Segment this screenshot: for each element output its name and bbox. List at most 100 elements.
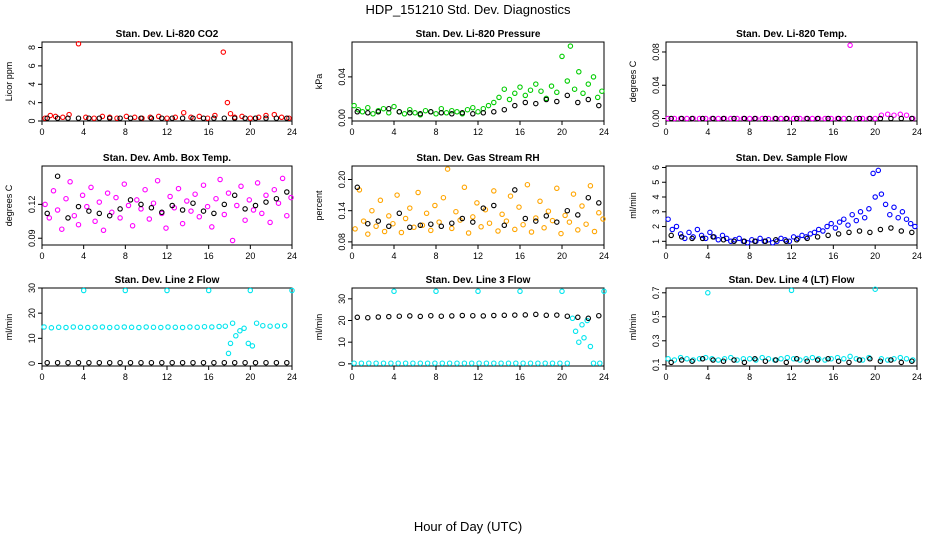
data-point bbox=[825, 115, 831, 122]
data-point bbox=[179, 207, 186, 213]
data-point bbox=[503, 218, 510, 224]
data-point bbox=[200, 208, 207, 214]
data-point bbox=[669, 226, 676, 233]
data-point bbox=[106, 359, 113, 366]
data-point bbox=[358, 360, 365, 366]
x-tick-label: 8 bbox=[747, 127, 752, 137]
data-point bbox=[665, 115, 671, 122]
data-point bbox=[866, 206, 872, 212]
data-point bbox=[142, 186, 148, 193]
data-point bbox=[528, 229, 535, 235]
panel-title: Stan. Dev. Li-820 CO2 bbox=[116, 29, 219, 40]
data-point bbox=[366, 360, 372, 366]
data-point bbox=[558, 230, 564, 237]
data-point bbox=[856, 357, 863, 363]
data-point bbox=[365, 314, 371, 321]
data-point bbox=[596, 200, 602, 206]
data-point bbox=[596, 102, 602, 109]
x-tick-label: 4 bbox=[705, 127, 710, 137]
data-point bbox=[44, 210, 50, 217]
data-point bbox=[596, 210, 602, 216]
data-point bbox=[533, 100, 539, 107]
data-point bbox=[903, 356, 910, 362]
data-point bbox=[554, 185, 560, 192]
y-tick-label: 0.7 bbox=[651, 287, 661, 300]
data-point bbox=[148, 115, 155, 121]
data-point bbox=[694, 226, 701, 233]
panel-title: Stan. Dev. Line 4 (LT) Flow bbox=[729, 275, 855, 286]
data-point bbox=[234, 202, 240, 209]
data-point bbox=[179, 359, 186, 366]
data-point bbox=[878, 191, 885, 197]
x-tick-label: 12 bbox=[162, 251, 172, 261]
data-point bbox=[485, 102, 492, 109]
data-point bbox=[365, 104, 371, 111]
data-point bbox=[246, 197, 253, 203]
data-point bbox=[96, 210, 103, 217]
data-point bbox=[891, 112, 897, 118]
data-point bbox=[212, 112, 218, 119]
y-tick-label: 0.09 bbox=[27, 229, 37, 247]
data-point bbox=[422, 107, 429, 114]
data-point bbox=[229, 320, 236, 326]
series-primary bbox=[42, 41, 292, 121]
x-tick-label: 0 bbox=[663, 251, 668, 261]
data-point bbox=[590, 360, 597, 366]
panel-temp: Stan. Dev. Li-820 Temp. 0 4 8 12 16 20 24 0.00 0.… bbox=[628, 29, 922, 137]
data-point bbox=[85, 324, 91, 331]
data-point bbox=[825, 356, 831, 362]
data-point bbox=[188, 208, 194, 214]
data-point bbox=[773, 357, 779, 363]
data-point bbox=[689, 115, 695, 122]
data-point bbox=[728, 115, 734, 122]
data-point bbox=[822, 357, 828, 363]
x-tick-label: 4 bbox=[391, 372, 396, 382]
data-point bbox=[263, 115, 269, 121]
x-tick-label: 16 bbox=[204, 127, 214, 137]
data-point bbox=[564, 313, 571, 319]
data-point bbox=[365, 231, 371, 237]
y-tick-label: 2 bbox=[27, 100, 37, 105]
data-point bbox=[238, 183, 244, 190]
data-point bbox=[846, 229, 852, 236]
data-point bbox=[804, 235, 810, 242]
data-point bbox=[175, 185, 182, 192]
data-point bbox=[237, 328, 243, 334]
data-point bbox=[417, 111, 424, 117]
y-tick-label: 0.00 bbox=[337, 109, 347, 127]
data-point bbox=[428, 312, 434, 319]
data-point bbox=[533, 311, 539, 318]
data-point bbox=[835, 231, 842, 237]
y-tick-label: 0.5 bbox=[651, 311, 661, 324]
data-point bbox=[549, 360, 556, 366]
plot-frame bbox=[351, 165, 605, 246]
data-point bbox=[501, 106, 508, 113]
data-point bbox=[401, 111, 408, 117]
data-point bbox=[231, 115, 238, 121]
data-point bbox=[543, 96, 550, 103]
data-point bbox=[96, 115, 103, 121]
data-point bbox=[220, 49, 227, 55]
data-point bbox=[678, 234, 685, 240]
data-point bbox=[715, 115, 722, 122]
data-point bbox=[395, 360, 401, 366]
data-point bbox=[117, 215, 123, 221]
x-tick-label: 24 bbox=[287, 127, 297, 137]
data-point bbox=[163, 225, 169, 231]
data-point bbox=[468, 360, 475, 366]
data-point bbox=[870, 170, 876, 177]
data-point bbox=[549, 217, 556, 224]
data-point bbox=[597, 360, 603, 366]
data-point bbox=[255, 114, 262, 121]
data-point bbox=[857, 209, 864, 215]
data-point bbox=[846, 115, 852, 122]
data-point bbox=[853, 217, 860, 224]
data-point bbox=[720, 237, 727, 243]
data-point bbox=[459, 215, 466, 222]
x-tick-label: 8 bbox=[747, 372, 752, 382]
x-tick-label: 16 bbox=[515, 127, 525, 137]
x-tick-label: 24 bbox=[912, 372, 922, 382]
data-point bbox=[211, 210, 217, 217]
data-point bbox=[752, 238, 758, 245]
